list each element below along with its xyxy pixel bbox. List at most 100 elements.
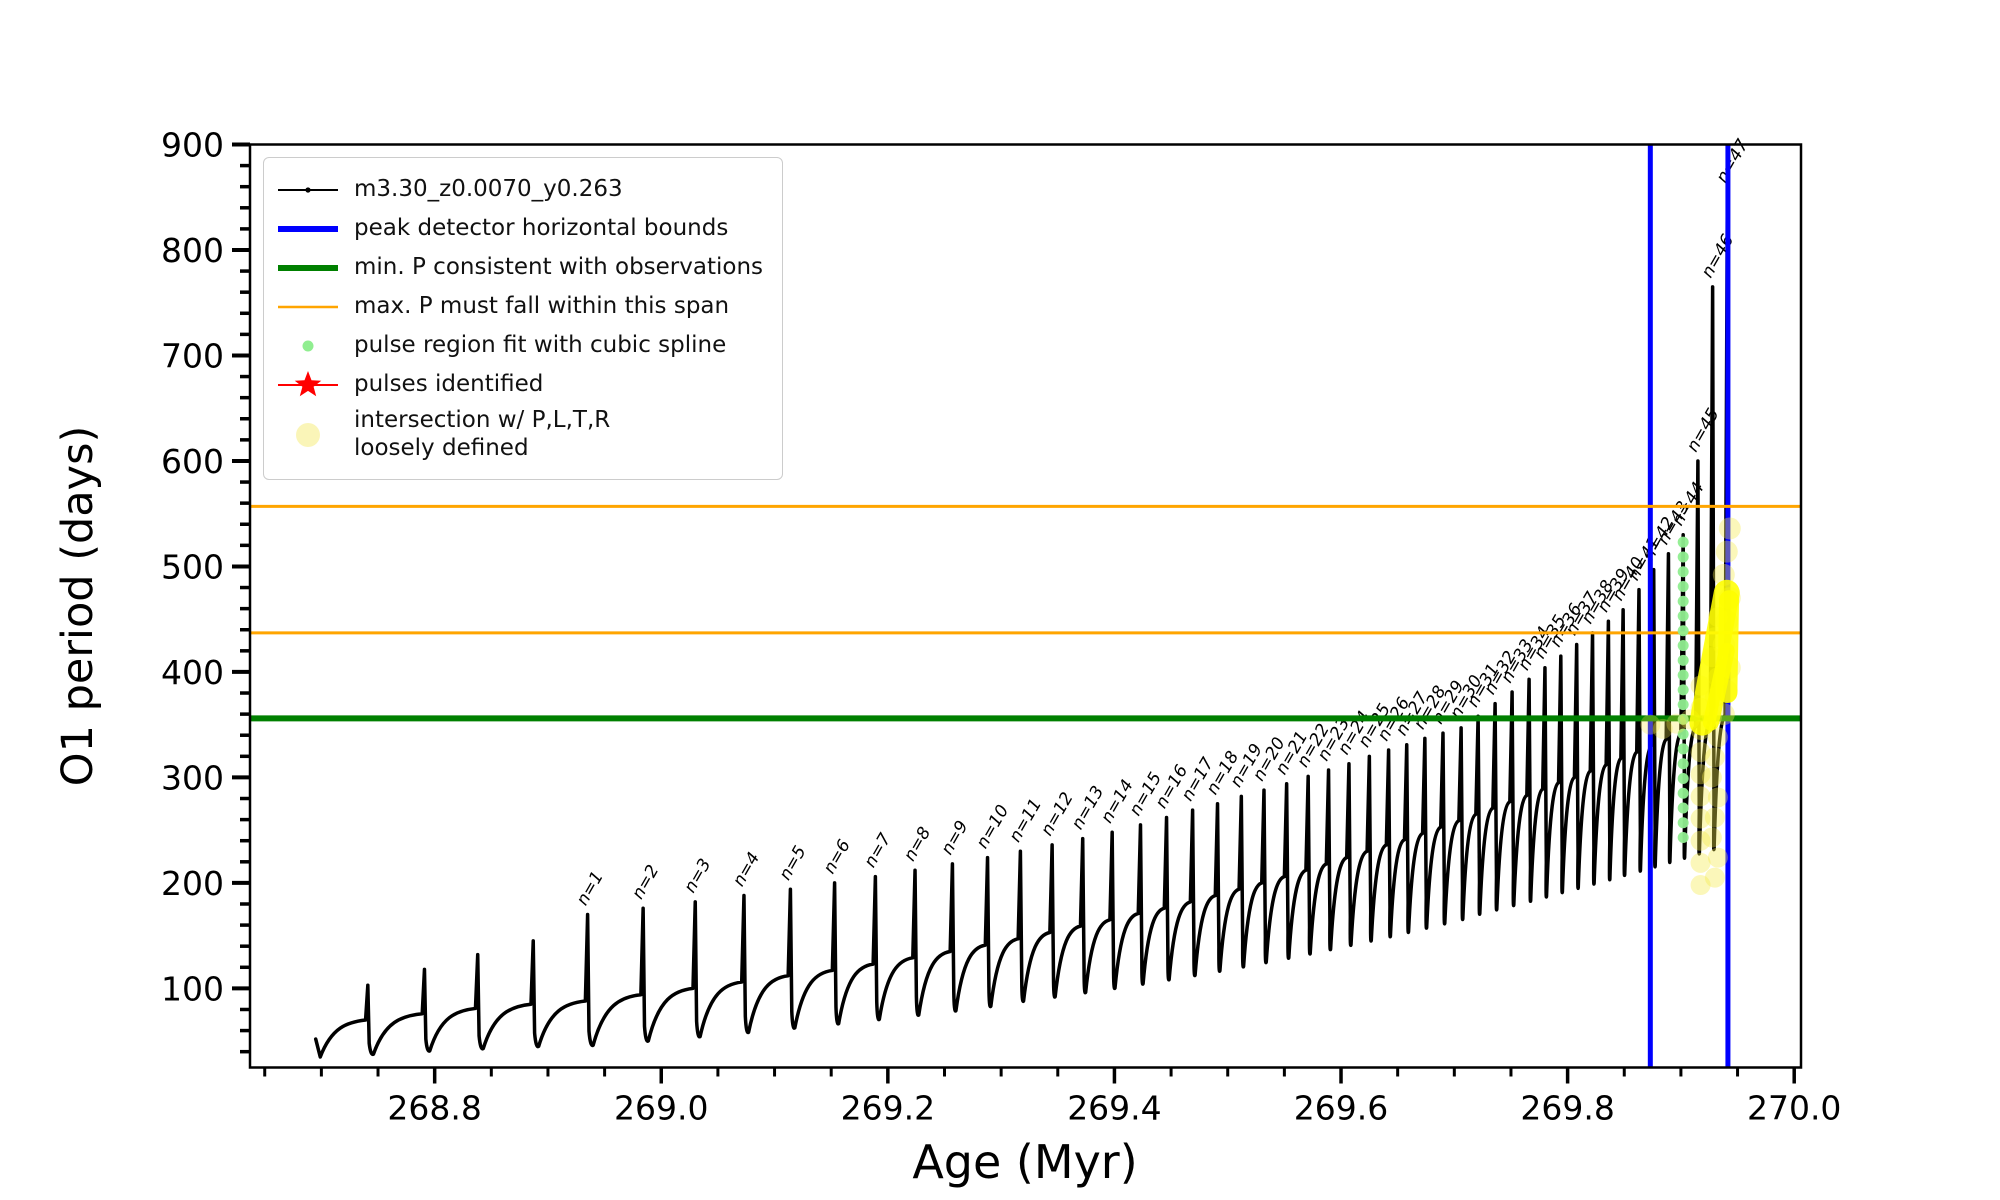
spline-fit-dot	[1677, 669, 1689, 681]
spline-dots-layer	[1677, 536, 1689, 844]
x-tick-label: 269.8	[1520, 1089, 1614, 1128]
spline-fit-dot	[1677, 713, 1689, 725]
legend-swatch-small-dot-icon	[302, 340, 314, 352]
pulse-curve-layer	[313, 190, 1730, 1059]
y-tick-label: 800	[161, 231, 224, 270]
legend-swatch-thick-line-icon	[278, 265, 338, 271]
intersection-scatter-dot	[1690, 742, 1711, 763]
axes-frame	[248, 143, 1803, 1069]
spline-fit-dot	[1677, 684, 1689, 696]
legend-swatch-thin-line-icon	[278, 305, 338, 309]
intersection-scatter-dot	[1718, 517, 1741, 540]
spline-fit-dot	[1677, 699, 1689, 711]
legend-swatch-line-dot-icon	[278, 187, 338, 193]
pulse-number-label: n=9	[937, 817, 972, 858]
pulse-number-label: n=7	[860, 830, 895, 871]
legend-item-label: pulse region fit with cubic spline	[354, 332, 727, 359]
legend-item-label: max. P must fall within this span	[354, 293, 730, 320]
intersection-blob	[1717, 590, 1740, 704]
legend-item: pulse region fit with cubic spline	[276, 329, 764, 363]
spline-fit-dot	[1677, 536, 1689, 548]
legend-item-label: pulses identified	[354, 371, 544, 398]
spline-fit-dot	[1677, 802, 1689, 814]
x-tick-label: 269.2	[841, 1089, 935, 1128]
pulse-curve	[313, 190, 1730, 1059]
pulse-number-label: n=5	[775, 843, 810, 884]
legend-item-label: min. P consistent with observations	[354, 254, 764, 281]
intersection-scatter-dot	[1707, 727, 1728, 748]
intersection-scatter-dot	[1690, 875, 1711, 896]
legend-item-label: m3.30_z0.0070_y0.263	[354, 176, 623, 203]
x-tick-label: 268.8	[387, 1089, 481, 1128]
intersection-scatter-dot	[1690, 764, 1711, 785]
pulse-number-label: n=46	[1698, 231, 1739, 282]
axes-layer: 268.8 269.0 269.2 269.4 269.6 269.8 270.0 100 20…	[161, 126, 1841, 1128]
spline-fit-dot	[1677, 743, 1689, 755]
spline-fit-dot	[1677, 758, 1689, 770]
legend-item: max. P must fall within this span	[276, 290, 764, 324]
intersection-scatter-dot	[1666, 713, 1687, 734]
intersection-scatter-dot	[1707, 787, 1728, 808]
spline-fit-dot	[1677, 551, 1689, 563]
intersection-scatter-dot	[1704, 747, 1725, 768]
spline-fit-dot	[1677, 580, 1689, 592]
intersection-scatter-dot	[1707, 847, 1728, 868]
legend-swatch-star-icon	[278, 371, 338, 397]
pulse-number-label: n=12	[1037, 789, 1078, 839]
legend-item: intersection w/ P,L,T,R loosely defined	[276, 407, 764, 462]
pulse-number-label: n=8	[900, 824, 935, 865]
intersection-scatter-dot	[1690, 786, 1711, 807]
spline-fit-dot	[1677, 654, 1689, 666]
pulse-number-label: n=10	[973, 802, 1014, 852]
legend-item: peak detector horizontal bounds	[276, 212, 764, 246]
intersection-scatter-dot	[1715, 540, 1738, 563]
y-tick-label: 500	[161, 547, 224, 586]
intersection-scatter-dot	[1690, 808, 1711, 829]
intersection-scatter-dot	[1690, 852, 1711, 873]
spline-fit-dot	[1677, 772, 1689, 784]
spline-fit-dot	[1677, 817, 1689, 829]
y-tick-label: 900	[161, 126, 224, 165]
spline-fit-dot	[1677, 787, 1689, 799]
x-tick-label: 270.0	[1747, 1089, 1841, 1128]
intersection-layer	[1640, 517, 1741, 896]
legend-item-label: peak detector horizontal bounds	[354, 215, 729, 242]
x-tick-label: 269.4	[1067, 1089, 1161, 1128]
intersection-scatter-dot	[1690, 830, 1711, 851]
legend-swatch-big-dot-icon	[296, 422, 320, 447]
pulse-number-label: n=45	[1683, 405, 1724, 455]
spline-fit-dot	[1677, 610, 1689, 622]
y-tick-label: 300	[161, 758, 224, 797]
pulse-number-label: n=3	[680, 855, 715, 896]
legend-item: m3.30_z0.0070_y0.263	[276, 173, 764, 207]
y-axis-label: O1 period (days)	[53, 426, 103, 787]
intersection-scatter-dot	[1640, 714, 1661, 735]
y-tick-label: 200	[161, 864, 224, 903]
pulse-number-label: n=6	[820, 836, 855, 877]
y-tick-label: 600	[161, 442, 224, 481]
intersection-scatter-dot	[1704, 807, 1725, 828]
legend-item: min. P consistent with observations	[276, 251, 764, 285]
spline-fit-dot	[1677, 595, 1689, 607]
pulse-number-label: n=11	[1005, 795, 1046, 845]
x-tick-label: 269.6	[1294, 1089, 1388, 1128]
y-tick-label: 100	[161, 969, 224, 1008]
intersection-scatter-dot	[1701, 767, 1722, 788]
legend-item-label: intersection w/ P,L,T,R loosely defined	[354, 407, 611, 461]
spline-fit-dot	[1677, 625, 1689, 637]
spline-fit-dot	[1677, 832, 1689, 844]
y-tick-label: 400	[161, 653, 224, 692]
spline-fit-dot	[1677, 728, 1689, 740]
y-tick-label: 700	[161, 336, 224, 375]
intersection-scatter-dot	[1652, 718, 1673, 739]
pulse-number-label: n=2	[628, 862, 663, 903]
x-axis-label: Age (Myr)	[912, 1135, 1137, 1189]
pulse-number-label: n=4	[729, 849, 764, 890]
intersection-scatter-dot	[1701, 827, 1722, 848]
spline-fit-dot	[1677, 640, 1689, 652]
spline-fit-dot	[1677, 566, 1689, 578]
legend-swatch-thick-line-icon	[278, 226, 338, 232]
